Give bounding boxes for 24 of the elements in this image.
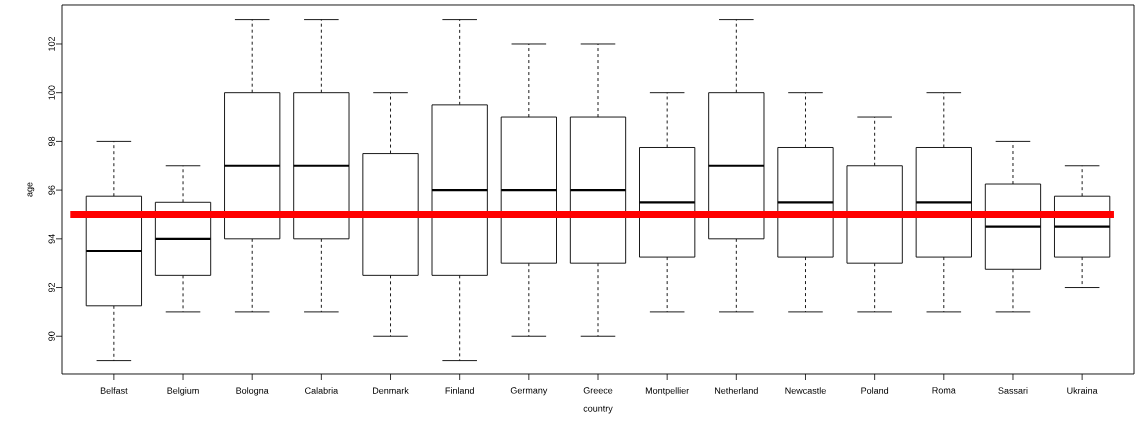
- x-tick-label: Denmark: [373, 387, 409, 394]
- x-tick-label: Poland: [861, 387, 889, 394]
- x-tick-label: Newcastle: [785, 387, 826, 394]
- x-tick-label: Netherland: [715, 387, 758, 394]
- x-tick-label: Belfast: [100, 387, 128, 394]
- x-tick-label: Roma: [932, 387, 956, 394]
- x-tick-label: Belgium: [167, 387, 199, 396]
- y-tick-label: 98: [48, 136, 55, 146]
- x-axis-title: country: [583, 405, 613, 414]
- y-axis-title: age: [27, 182, 35, 197]
- x-tick-label: Greece: [583, 387, 613, 394]
- y-tick-label: 102: [48, 36, 55, 51]
- x-tick-label: Finland: [445, 387, 474, 394]
- x-tick-label: Sassari: [998, 387, 1028, 394]
- x-tick-label: Ukraina: [1067, 387, 1098, 394]
- x-tick-label: Calabria: [305, 387, 339, 394]
- y-tick-label: 94: [48, 234, 55, 244]
- y-tick-label: 92: [48, 282, 55, 293]
- y-tick-label: 90: [48, 331, 55, 341]
- y-tick-label: 100: [48, 85, 55, 100]
- y-tick-label: 96: [48, 185, 55, 195]
- x-tick-label: Montpellier: [645, 387, 690, 396]
- x-tick-label: Bologna: [236, 387, 269, 396]
- x-tick-label: Germany: [510, 387, 548, 396]
